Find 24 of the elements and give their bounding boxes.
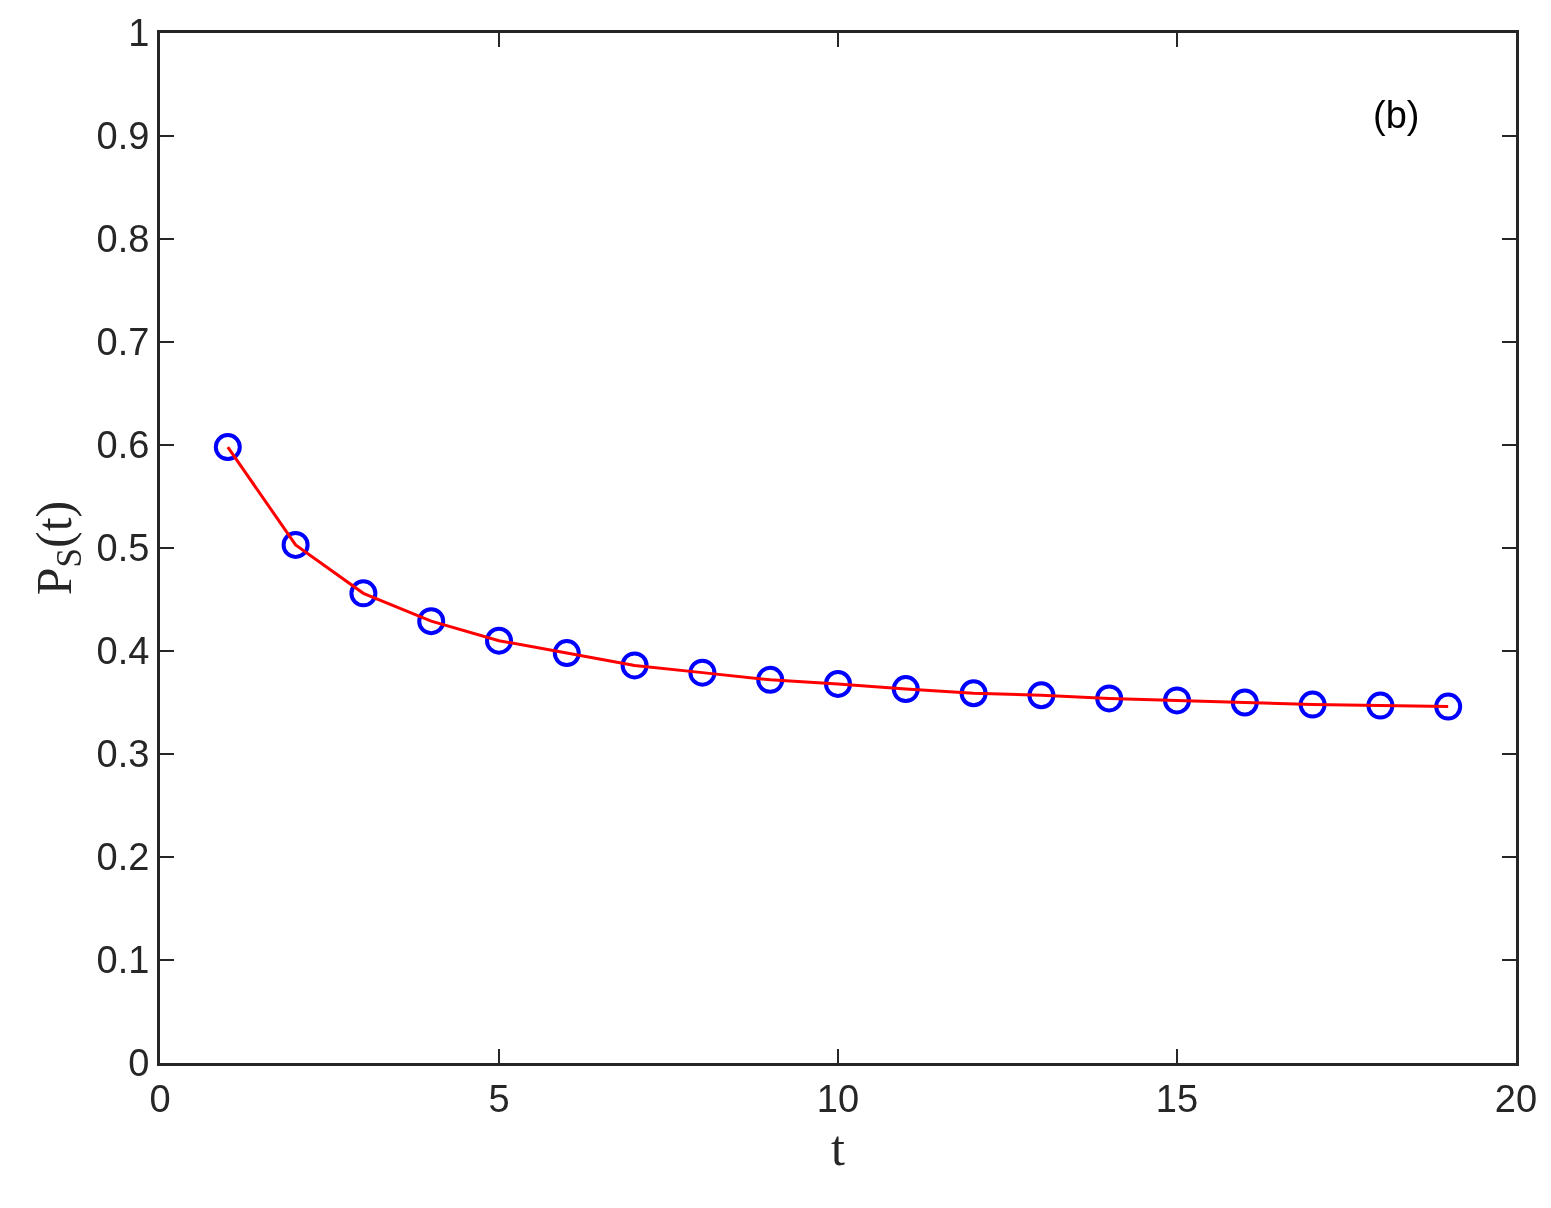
y-tick-label: 0.4 xyxy=(96,630,150,673)
x-tick-label: 10 xyxy=(816,1077,860,1120)
point xyxy=(281,530,310,559)
y-tick-label: 0 xyxy=(128,1042,150,1085)
x-axis-title: t xyxy=(831,1119,846,1176)
point xyxy=(417,607,446,636)
y-tick-label: 0.7 xyxy=(96,321,150,364)
point xyxy=(485,626,513,655)
point xyxy=(1434,692,1463,721)
point xyxy=(349,579,378,608)
y-tick-label: 0.6 xyxy=(96,424,150,467)
x-tick-label: 5 xyxy=(488,1077,510,1120)
annotation: (b) xyxy=(1373,94,1420,136)
point xyxy=(213,433,242,462)
y-tick-label: 0.2 xyxy=(96,836,150,879)
y-tick-label: 0.5 xyxy=(96,527,150,570)
y-tick-label: 0.8 xyxy=(96,218,150,261)
point xyxy=(552,639,581,668)
y-tick-label: 0.1 xyxy=(96,939,150,982)
y-tick-label: 0.3 xyxy=(96,733,150,776)
x-tick-label: 15 xyxy=(1155,1077,1199,1120)
y-tick-label: 1 xyxy=(128,12,150,55)
x-tick-label: 20 xyxy=(1494,1077,1538,1120)
y-tick-label: 0.9 xyxy=(96,115,150,158)
